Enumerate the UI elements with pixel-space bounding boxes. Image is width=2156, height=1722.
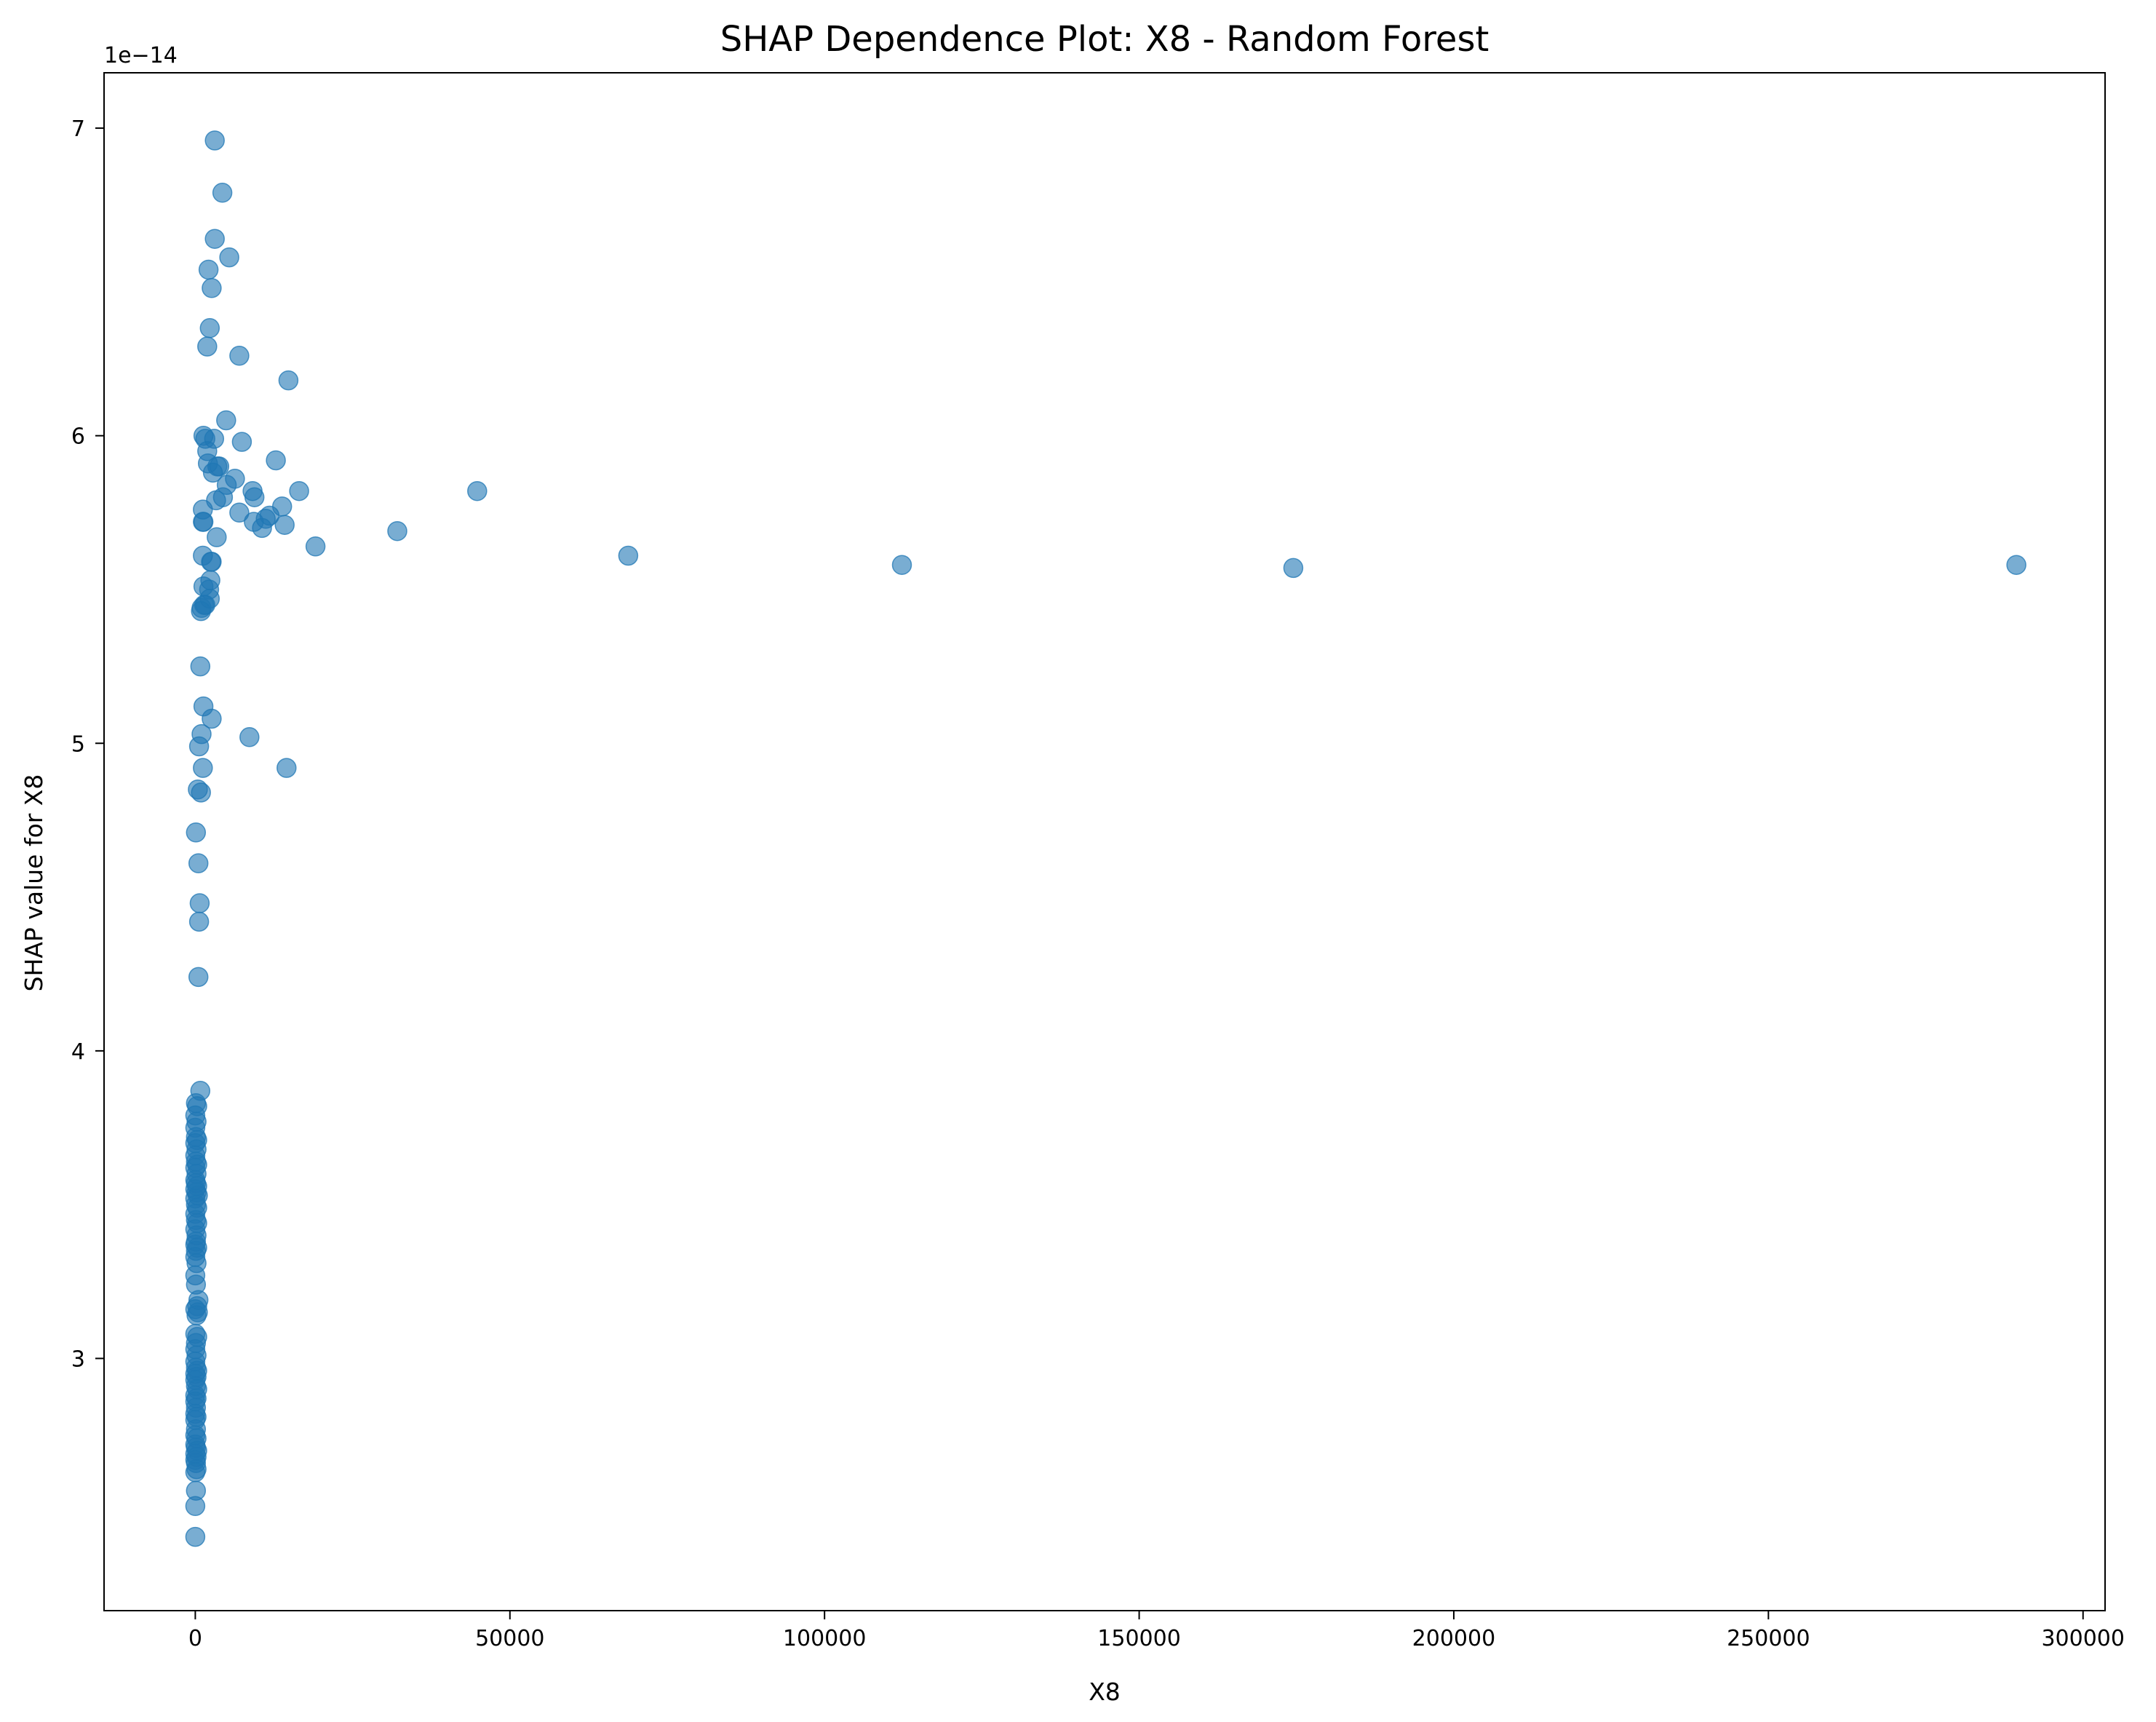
data-point (185, 1462, 206, 1483)
data-point (202, 278, 222, 298)
data-point (305, 536, 326, 557)
data-point (202, 708, 222, 729)
data-point (229, 502, 250, 523)
data-point (216, 410, 236, 431)
data-point (204, 229, 225, 249)
data-point (189, 893, 210, 913)
data-point (207, 527, 227, 547)
data-point (186, 822, 207, 843)
data-point (199, 318, 220, 338)
y-tick-label: 7 (71, 116, 85, 142)
y-tick-label: 6 (71, 424, 85, 450)
data-point (289, 480, 309, 501)
chart-title: SHAP Dependence Plot: X8 - Random Forest (720, 19, 1489, 60)
y-tick-label: 3 (71, 1346, 85, 1372)
data-point (188, 853, 209, 873)
data-point (252, 517, 272, 539)
plot-frame (103, 72, 2106, 1611)
data-point (190, 656, 211, 677)
data-point (244, 487, 265, 507)
data-point (197, 336, 218, 357)
x-tick-label: 250000 (1727, 1626, 1810, 1651)
data-point (387, 520, 407, 541)
data-point (467, 480, 488, 501)
y-tick-label: 4 (71, 1039, 85, 1065)
x-tick-label: 0 (188, 1626, 202, 1651)
data-point (198, 259, 219, 280)
data-point (202, 462, 223, 483)
data-point (278, 370, 299, 391)
y-axis-offset-label: 1e−14 (104, 43, 178, 68)
data-point (204, 130, 225, 151)
data-point (186, 1305, 207, 1326)
x-tick-label: 50000 (475, 1626, 544, 1651)
data-point (191, 600, 211, 622)
data-point (618, 545, 639, 566)
data-point (277, 758, 297, 778)
data-point (239, 727, 260, 747)
data-point (2006, 555, 2026, 575)
data-point (185, 1526, 206, 1547)
data-point (185, 1496, 206, 1517)
x-axis-label: X8 (1089, 1678, 1121, 1706)
data-point (266, 450, 286, 471)
data-point (188, 736, 210, 757)
x-tick-label: 150000 (1097, 1626, 1181, 1651)
x-tick-label: 100000 (783, 1626, 867, 1651)
data-point (219, 247, 239, 268)
data-point (229, 346, 250, 366)
x-tick-label: 200000 (1412, 1626, 1496, 1651)
data-point (193, 758, 213, 778)
y-tick-label: 5 (71, 731, 85, 757)
x-axis-ticks: 0 50000 100000 150000 200000 250000 300000 (188, 1611, 2125, 1651)
data-point (274, 515, 295, 535)
data-point (212, 183, 233, 203)
data-point (202, 552, 222, 572)
plot-area (103, 72, 2106, 1611)
data-point (193, 512, 214, 532)
data-point (231, 432, 252, 452)
x-tick-label: 300000 (2041, 1626, 2125, 1651)
y-axis-ticks: 3 4 5 6 7 (71, 116, 104, 1372)
data-point (1283, 558, 1304, 579)
data-point (191, 782, 211, 803)
data-point (188, 911, 210, 932)
data-point (891, 555, 912, 575)
data-point (188, 967, 209, 988)
y-axis-label: SHAP value for X8 (20, 774, 48, 992)
